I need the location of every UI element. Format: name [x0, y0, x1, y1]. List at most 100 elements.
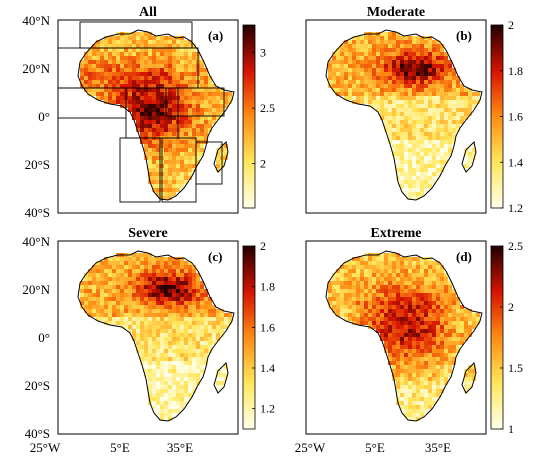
map-cell — [192, 108, 196, 112]
map-cell — [176, 48, 180, 52]
map-cell — [380, 325, 384, 329]
map-cell — [400, 64, 404, 68]
map-cell — [204, 361, 208, 365]
map-cell — [228, 317, 232, 321]
map-cell — [168, 156, 172, 160]
map-cell — [108, 285, 112, 289]
map-cell — [412, 377, 416, 381]
map-cell — [444, 56, 448, 60]
map-cell — [128, 52, 132, 56]
map-cell — [92, 285, 96, 289]
colorbar-segment — [491, 171, 503, 176]
map-cell — [404, 180, 408, 184]
map-cell — [420, 297, 424, 301]
map-cell — [428, 377, 432, 381]
map-cell — [452, 293, 456, 297]
map-cell — [356, 84, 360, 88]
map-cell — [340, 56, 344, 60]
map-cell — [380, 269, 384, 273]
map-cell — [104, 317, 108, 321]
map-cell — [120, 277, 124, 281]
map-cell — [416, 317, 420, 321]
map-cell — [172, 132, 176, 136]
colorbar-segment — [491, 67, 503, 72]
map-cell — [392, 349, 396, 353]
map-cell — [144, 40, 148, 44]
map-cell — [112, 297, 116, 301]
map-cell — [160, 377, 164, 381]
map-cell — [96, 92, 100, 96]
map-cell — [424, 56, 428, 60]
map-cell — [128, 305, 132, 309]
map-cell — [136, 80, 140, 84]
map-cell — [420, 164, 424, 168]
map-cell — [444, 329, 448, 333]
map-cell — [440, 353, 444, 357]
map-cell — [412, 64, 416, 68]
map-cell — [224, 92, 228, 96]
map-cell — [188, 273, 192, 277]
map-cell — [360, 36, 364, 40]
map-cell — [376, 289, 380, 293]
map-cell — [148, 393, 152, 397]
map-cell — [116, 289, 120, 293]
map-cell — [400, 377, 404, 381]
map-cell — [400, 293, 404, 297]
map-cell — [136, 52, 140, 56]
map-cell — [448, 321, 452, 325]
map-cell — [176, 397, 180, 401]
map-cell — [432, 180, 436, 184]
map-cell — [396, 160, 400, 164]
map-cell — [408, 329, 412, 333]
map-cell — [352, 44, 356, 48]
map-cell — [352, 96, 356, 100]
map-cell — [144, 84, 148, 88]
map-cell — [188, 305, 192, 309]
map-cell — [176, 265, 180, 269]
map-cell — [92, 56, 96, 60]
map-cell — [468, 369, 472, 373]
map-cell — [352, 265, 356, 269]
map-cell — [84, 80, 88, 84]
map-cell — [356, 313, 360, 317]
map-cell — [152, 108, 156, 112]
map-cell — [164, 188, 168, 192]
map-cell — [196, 152, 200, 156]
map-cell — [216, 313, 220, 317]
map-cell — [420, 365, 424, 369]
map-cell — [352, 305, 356, 309]
map-cell — [396, 140, 400, 144]
map-cell — [164, 377, 168, 381]
map-cell — [468, 333, 472, 337]
map-cell — [400, 273, 404, 277]
map-cell — [140, 108, 144, 112]
map-cell — [188, 377, 192, 381]
map-cell — [372, 60, 376, 64]
map-cell — [220, 377, 224, 381]
map-cell — [180, 405, 184, 409]
map-cell — [428, 401, 432, 405]
map-cell — [172, 273, 176, 277]
map-cell — [388, 317, 392, 321]
map-cell — [172, 48, 176, 52]
map-cell — [176, 349, 180, 353]
colorbar-segment — [491, 249, 503, 253]
map-cell — [384, 124, 388, 128]
map-cell — [444, 321, 448, 325]
map-cell — [348, 88, 352, 92]
map-cell — [424, 116, 428, 120]
map-cell — [104, 72, 108, 76]
map-cell — [164, 277, 168, 281]
map-cell — [168, 361, 172, 365]
map-cell — [184, 56, 188, 60]
map-cell — [88, 269, 92, 273]
map-cell — [212, 108, 216, 112]
map-cell — [100, 285, 104, 289]
map-cell — [100, 56, 104, 60]
map-cell — [112, 293, 116, 297]
map-cell — [196, 289, 200, 293]
map-cell — [396, 397, 400, 401]
map-cell — [348, 261, 352, 265]
map-cell — [400, 309, 404, 313]
map-cell — [388, 341, 392, 345]
